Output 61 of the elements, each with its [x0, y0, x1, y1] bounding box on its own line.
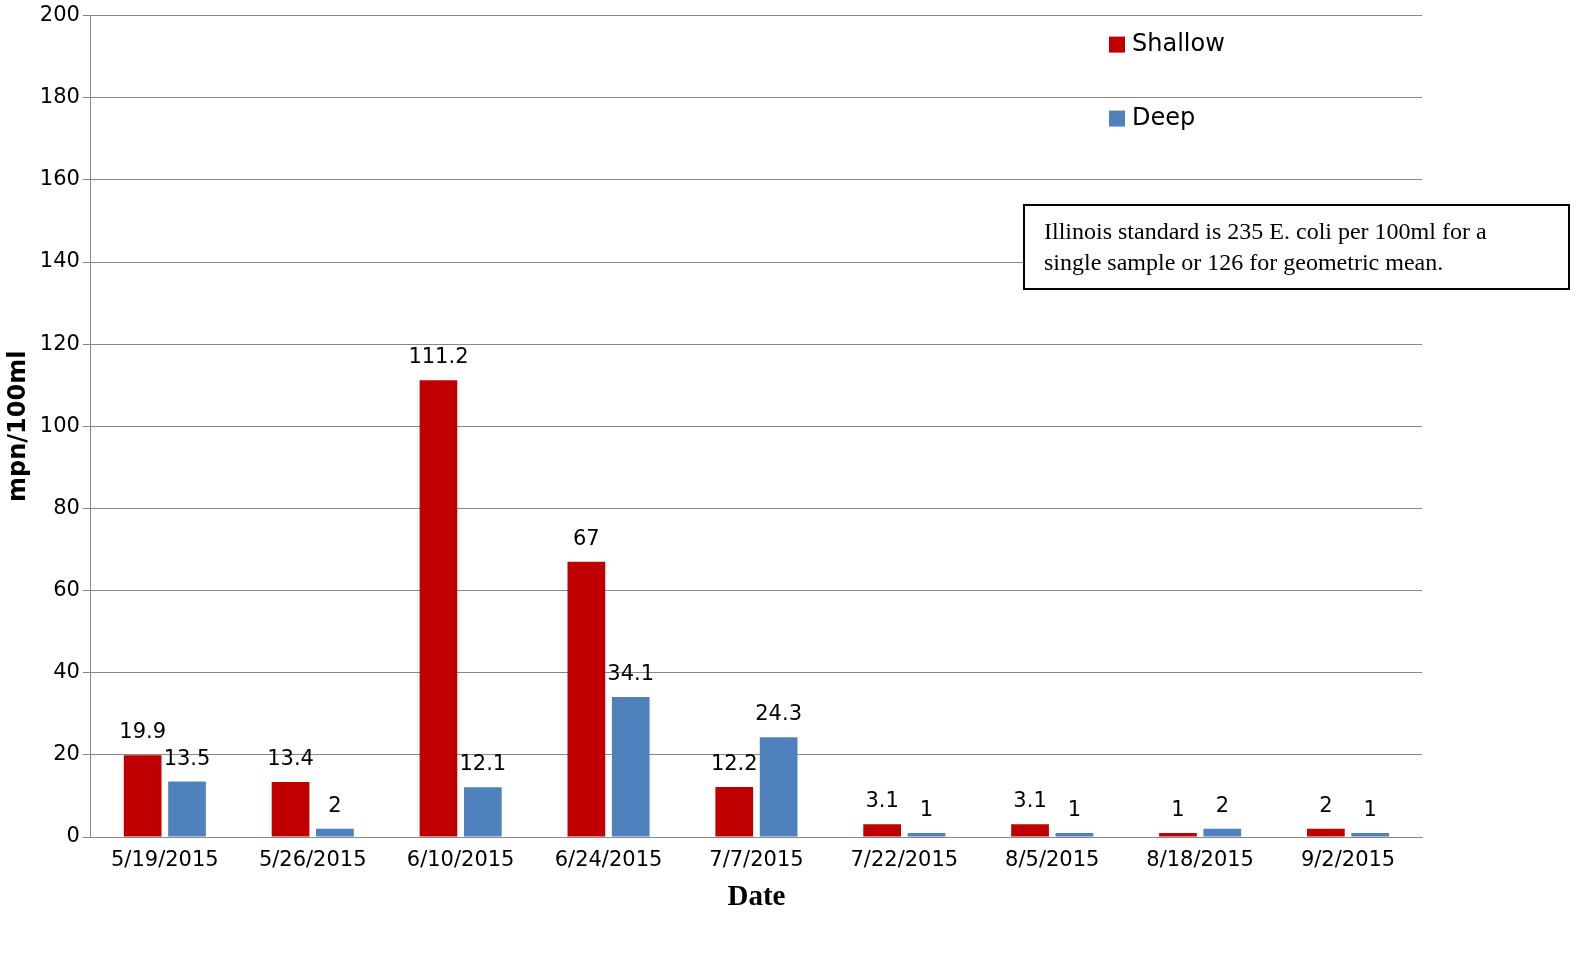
data-label: 1	[1067, 796, 1082, 821]
y-tick-label: 140	[39, 248, 80, 273]
bar	[1351, 832, 1390, 837]
bar	[1159, 832, 1197, 837]
y-tick-label: 120	[39, 330, 80, 355]
x-tick-label: 7/22/2015	[850, 847, 959, 872]
x-tick-label: 8/18/2015	[1146, 847, 1254, 872]
legend-label: Shallow	[1132, 28, 1225, 57]
x-tick-label: 6/10/2015	[406, 847, 515, 872]
data-label: 1	[1363, 796, 1377, 821]
data-label: 2	[1319, 792, 1333, 817]
x-axis-title: Date	[727, 879, 786, 912]
note-box: Illinois standard is 235 E. coli per 100ml for a single sample or 126 for geometric mean.	[1023, 204, 1570, 290]
legend-label: Deep	[1132, 102, 1196, 131]
bar	[1011, 824, 1049, 837]
y-tick-label: 180	[39, 84, 80, 109]
bar	[123, 755, 162, 837]
y-tick-label: 80	[53, 494, 80, 519]
bar	[271, 781, 310, 837]
y-tick-label: 0	[66, 823, 80, 848]
y-tick-label: 20	[53, 741, 80, 766]
data-label: 1	[919, 796, 934, 821]
data-label: 3.1	[1013, 788, 1047, 813]
data-label: 13.4	[267, 745, 314, 770]
bar	[567, 561, 606, 837]
data-label: 2	[328, 792, 342, 817]
bar	[316, 828, 354, 837]
bar	[715, 786, 754, 837]
data-label: 12.2	[710, 750, 758, 775]
data-label: 24.3	[755, 701, 803, 726]
bar	[463, 787, 502, 837]
x-tick-label: 5/19/2015	[110, 847, 219, 872]
data-label: 34.1	[607, 660, 655, 685]
x-tick-label: 7/7/2015	[709, 847, 804, 872]
bar	[907, 832, 946, 837]
data-label: 19.9	[119, 719, 167, 744]
y-tick-label: 160	[39, 166, 80, 191]
data-label: 67	[572, 525, 600, 550]
y-tick-label: 200	[39, 2, 80, 27]
data-label: 12.1	[459, 751, 507, 776]
data-label: 1	[1171, 796, 1185, 821]
x-tick-label: 9/2/2015	[1300, 847, 1396, 872]
data-label: 2	[1215, 792, 1230, 817]
bar	[419, 380, 458, 837]
bar	[1055, 832, 1094, 837]
y-tick-label: 60	[53, 577, 80, 602]
y-tick-label: 100	[39, 412, 80, 437]
bar	[863, 824, 902, 837]
x-tick-label: 8/5/2015	[1005, 847, 1100, 872]
x-tick-label: 5/26/2015	[258, 847, 367, 872]
y-axis-title: mpn/100ml	[2, 350, 31, 502]
bar	[168, 781, 206, 837]
data-label: 3.1	[865, 788, 899, 813]
bar	[1307, 828, 1345, 837]
bar	[759, 737, 798, 837]
bar	[611, 696, 650, 837]
bar	[1203, 828, 1242, 837]
data-label: 111.2	[408, 344, 469, 369]
x-tick-label: 6/24/2015	[554, 847, 663, 872]
y-tick-label: 40	[53, 659, 80, 684]
data-label: 13.5	[163, 745, 211, 770]
